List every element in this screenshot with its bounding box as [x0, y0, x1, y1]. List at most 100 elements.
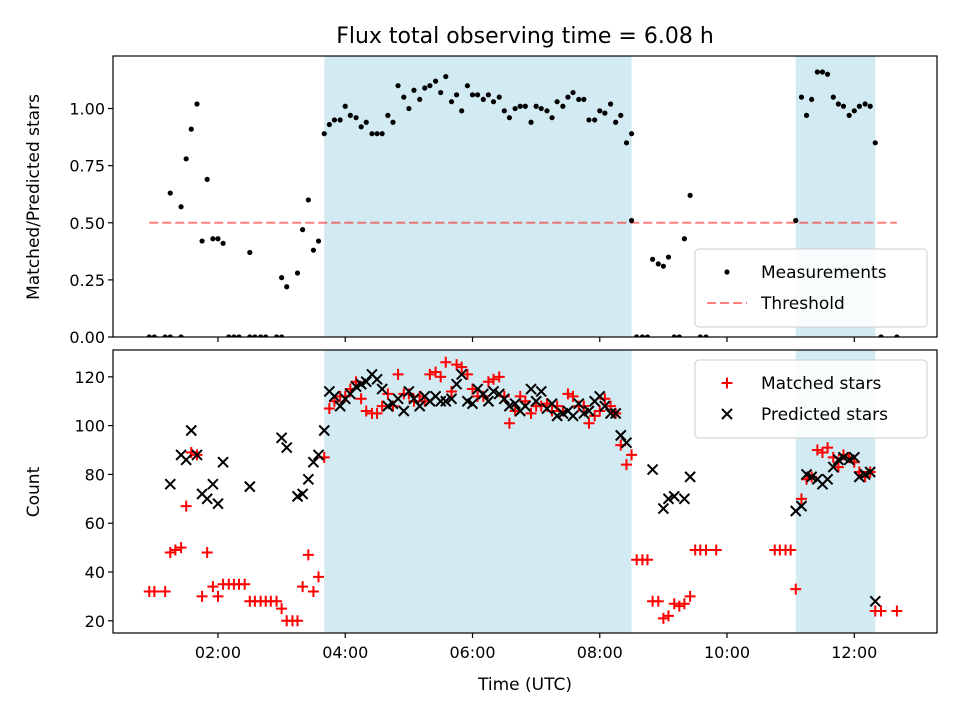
top-dot-point-82 [586, 117, 592, 123]
top-dot-point-15 [226, 334, 232, 337]
top-y-tick-label-1: 0.25 [69, 271, 105, 290]
top-dot-point-29 [305, 197, 311, 203]
bottom-plus-point-54 [435, 371, 447, 383]
top-dot-point-122 [894, 334, 900, 337]
bottom-plus-point-58 [456, 361, 468, 373]
bottom-cross-point-54 [509, 397, 521, 410]
bottom-plus-point-98 [668, 598, 680, 610]
bottom-cross-point-10 [244, 480, 256, 493]
top-dot-point-8 [188, 126, 194, 132]
bottom-legend-cross-swatch [721, 408, 733, 420]
top-shaded-interval-0 [324, 56, 632, 337]
bottom-plus-point-44 [382, 388, 394, 400]
bottom-cross-point-97 [869, 595, 881, 607]
top-dot-point-19 [252, 334, 258, 337]
top-dot-point-45 [390, 119, 396, 125]
top-legend-box [694, 248, 928, 328]
top-dot-point-59 [464, 83, 471, 89]
top-dot-point-79 [570, 89, 576, 96]
bottom-cross-point-88 [821, 473, 834, 486]
bottom-cross-point-4 [191, 449, 203, 461]
top-dot-point-31 [315, 238, 322, 244]
bottom-plus-point-23 [271, 595, 283, 607]
top-dot-point-0 [146, 334, 152, 337]
top-dot-point-120 [872, 140, 878, 146]
top-dot-point-37 [347, 112, 353, 118]
top-dot-point-61 [474, 92, 481, 98]
bottom-legend: Matched stars Predicted stars [694, 359, 928, 439]
top-dot-point-111 [824, 71, 831, 77]
bottom-plus-point-42 [371, 407, 383, 419]
top-dot-point-48 [406, 105, 412, 112]
bottom-plus-point-39 [355, 393, 367, 405]
top-dot-point-74 [544, 108, 550, 114]
top-dot-point-50 [417, 96, 423, 103]
top-dot-point-2 [162, 334, 168, 337]
top-panel: 0.00 0.25 0.50 0.75 1.00 Measurements Threshol… [69, 55, 938, 347]
bottom-plus-point-116 [822, 442, 834, 454]
top-legend-label-0: Measurements [761, 263, 887, 283]
bottom-plus-point-110 [790, 583, 802, 595]
bottom-plus-point-69 [514, 390, 526, 402]
bottom-cross-point-7 [207, 478, 219, 490]
bottom-plus-point-90 [626, 449, 638, 461]
bottom-plus-point-118 [832, 461, 844, 473]
bottom-cross-point-65 [567, 410, 579, 422]
top-dot-point-117 [856, 103, 862, 109]
bottom-y-tick-label-3: 80 [85, 465, 105, 484]
bottom-plus-point-29 [302, 549, 314, 561]
bottom-y-tick-label-1: 40 [85, 563, 105, 582]
bottom-plus-point-126 [875, 605, 887, 617]
top-dot-point-104 [703, 334, 709, 337]
top-dot-point-12 [210, 236, 216, 242]
bottom-cross-point-44 [455, 368, 468, 381]
bottom-cross-point-66 [573, 397, 585, 410]
bottom-cross-point-43 [450, 378, 463, 390]
bottom-cross-point-79 [668, 490, 680, 503]
top-dot-point-23 [279, 334, 285, 337]
bottom-plus-point-1 [148, 586, 160, 598]
bottom-cross-point-26 [360, 376, 372, 388]
bottom-plus-point-40 [360, 405, 372, 417]
bottom-plus-point-55 [440, 356, 452, 368]
bottom-plus-point-109 [785, 544, 797, 556]
top-legend: Measurements Threshold [694, 248, 928, 328]
bottom-axes-frame [112, 349, 938, 634]
bottom-plus-point-59 [461, 368, 473, 380]
top-dot-point-40 [363, 119, 369, 125]
bottom-plus-point-52 [424, 368, 436, 380]
top-dot-point-103 [697, 334, 703, 337]
bottom-plus-point-4 [169, 544, 181, 556]
top-dot-point-47 [401, 94, 407, 100]
bottom-plus-point-56 [446, 385, 458, 397]
bottom-cross-point-8 [212, 497, 224, 510]
bottom-plus-point-79 [567, 390, 579, 402]
bottom-cross-point-16 [307, 456, 320, 468]
bottom-cross-point-0 [164, 478, 176, 490]
chart-title: Flux total observing time = 6.08 h [336, 24, 714, 49]
top-dot-point-76 [554, 99, 560, 105]
bottom-cross-point-56 [519, 400, 532, 412]
bottom-cross-point-33 [398, 405, 410, 417]
top-dot-point-43 [379, 131, 385, 137]
bottom-plus-point-31 [313, 571, 325, 583]
top-axes-frame [112, 55, 938, 338]
top-dot-point-53 [433, 78, 439, 84]
bottom-cross-point-85 [805, 471, 818, 483]
bottom-cross-point-28 [371, 373, 383, 385]
top-dot-point-17 [236, 334, 242, 337]
top-dot-point-97 [660, 263, 666, 269]
bottom-plus-point-115 [816, 446, 828, 458]
top-dot-point-110 [819, 69, 826, 75]
top-dot-point-39 [358, 124, 364, 130]
top-dot-point-72 [533, 103, 539, 109]
bottom-plus-point-30 [307, 586, 319, 598]
bottom-cross-point-96 [864, 466, 876, 478]
bottom-plus-point-3 [164, 546, 176, 558]
top-dot-point-10 [199, 238, 205, 244]
bottom-cross-point-93 [848, 451, 860, 464]
bottom-plus-point-93 [641, 554, 653, 566]
top-dot-point-85 [602, 110, 608, 116]
top-dot-point-25 [279, 275, 285, 281]
bottom-cross-point-58 [530, 395, 542, 407]
